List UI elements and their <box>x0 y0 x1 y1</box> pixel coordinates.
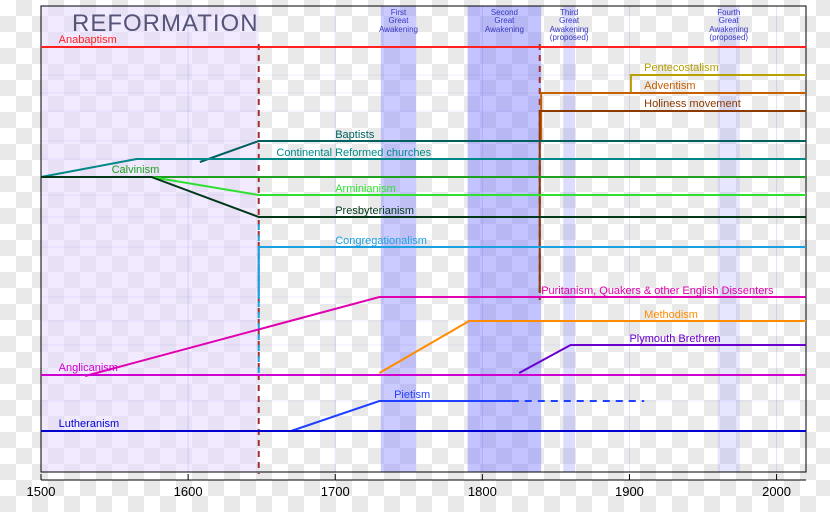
xtick-1800: 1800 <box>468 484 497 499</box>
label-pentecostalism: Pentecostalism <box>644 62 719 75</box>
label-cont-reformed: Continental Reformed churches <box>276 147 431 160</box>
awakening-label-4: FourthGreatAwakening(proposed) <box>709 9 748 43</box>
branch-plymouth <box>519 345 806 373</box>
label-congregationalism: Congregationalism <box>335 235 427 248</box>
awakening-label-2: SecondGreatAwakening <box>485 9 524 34</box>
awakening-band-2 <box>468 6 542 472</box>
xtick-2000: 2000 <box>762 484 791 499</box>
reformation-band <box>41 6 259 472</box>
awakening-label-1: FirstGreatAwakening <box>379 9 418 34</box>
label-baptists: Baptists <box>335 129 374 142</box>
xtick-1600: 1600 <box>174 484 203 499</box>
label-adventism: Adventism <box>644 80 695 93</box>
label-arminianism: Arminianism <box>335 183 396 196</box>
timeline-svg <box>0 0 830 512</box>
label-methodism: Methodism <box>644 309 698 322</box>
xtick-1900: 1900 <box>615 484 644 499</box>
label-lutheranism: Lutheranism <box>59 418 120 431</box>
label-puritanism: Puritanism, Quakers & other English Diss… <box>541 285 773 298</box>
xtick-1700: 1700 <box>321 484 350 499</box>
branch-methodism <box>379 321 806 373</box>
branch-holiness <box>540 111 806 293</box>
label-pietism: Pietism <box>394 389 430 402</box>
label-plymouth: Plymouth Brethren <box>629 333 720 346</box>
awakening-label-3: ThirdGreatAwakening(proposed) <box>550 9 589 43</box>
xtick-1500: 1500 <box>27 484 56 499</box>
awakening-band-3 <box>563 6 575 472</box>
label-anabaptism: Anabaptism <box>59 34 117 47</box>
label-holiness: Holiness movement <box>644 98 741 111</box>
label-calvinism: Calvinism <box>112 164 160 177</box>
label-anglicanism: Anglicanism <box>59 362 118 375</box>
label-presbyterianism: Presbyterianism <box>335 205 414 218</box>
